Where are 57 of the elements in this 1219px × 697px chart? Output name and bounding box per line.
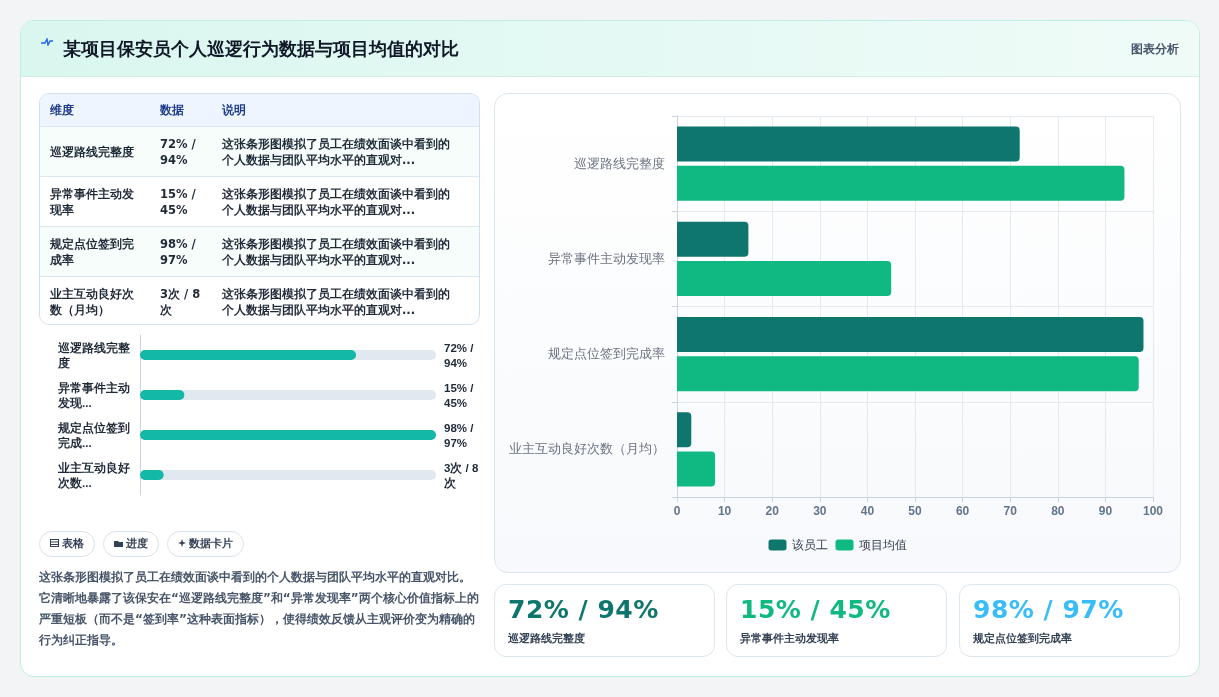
bar — [677, 221, 749, 257]
text: 图表分析 — [1131, 41, 1179, 58]
bar — [677, 451, 716, 487]
text: 某项目保安员个人巡逻行为数据与项目均值的对比 — [63, 37, 459, 61]
y-tick-label: 规定点位签到完成... — [57, 420, 130, 449]
text: 15% / 45% — [740, 595, 891, 624]
text: 数据卡片 — [189, 537, 233, 549]
x-tick-label: 0 — [673, 504, 681, 518]
text: 说明 — [221, 102, 247, 118]
text: 15% / 45% — [159, 185, 197, 218]
text: 72% / 94% — [508, 595, 659, 624]
x-tick-label: 100 — [1142, 504, 1164, 518]
legend-label: 该员工 — [791, 538, 828, 552]
x-tick-label: 10 — [717, 504, 732, 518]
x-tick-label: 60 — [955, 504, 970, 518]
x-tick-label: 20 — [765, 504, 780, 518]
text: 表格 — [62, 537, 84, 549]
text: 72% / 94% — [444, 341, 477, 369]
bar — [677, 412, 692, 448]
x-tick-label: 50 — [908, 504, 922, 518]
legend-label: 项目均值 — [858, 538, 907, 552]
bar — [677, 316, 1144, 353]
text: 异常事件主动发现率 — [740, 631, 839, 646]
bar — [677, 356, 1139, 392]
bar — [140, 390, 185, 400]
y-tick-label: 异常事件主动发现率 — [548, 250, 665, 266]
bar — [677, 165, 1125, 201]
text: 数据 — [159, 102, 185, 118]
x-tick-label: 90 — [1098, 504, 1113, 518]
y-tick-label: 规定点位签到完成率 — [548, 346, 665, 362]
y-tick-label: 异常事件主动发现... — [57, 380, 130, 409]
x-tick-label: 40 — [860, 504, 875, 518]
text: 98% / 97% — [444, 421, 477, 449]
text: 这张条形图模拟了员工在绩效面谈中看到的个人数据与团队平均水平的直观对... — [221, 235, 451, 268]
y-tick-label: 业主互动良好次数... — [57, 460, 130, 490]
text: 98% / 97% — [973, 595, 1124, 624]
text: 3次 / 8次 — [444, 461, 479, 490]
x-tick-label: 70 — [1003, 504, 1018, 518]
x-tick-label: 30 — [813, 504, 827, 518]
text: 15% / 45% — [444, 381, 477, 409]
text: 这张条形图模拟了员工在绩效面谈中看到的个人数据与团队平均水平的直观对... — [221, 185, 451, 218]
bar — [677, 260, 892, 297]
text: 规定点位签到完成率 — [973, 631, 1072, 646]
bar — [677, 126, 1020, 162]
y-tick-label: 业主互动良好次数（月均） — [509, 441, 665, 457]
y-tick-label: 巡逻路线完整度 — [57, 340, 130, 369]
text: 3次 / 8次 — [159, 285, 202, 318]
text: 98% / 97% — [159, 235, 197, 268]
text: 进度 — [126, 537, 148, 549]
text: 这张条形图模拟了员工在绩效面谈中看到的个人数据与团队平均水平的直观对比。它清晰地暴露了该保安在“巡逻路线完整度”和“异常发现率”两个核心价值指标上的严重短板（而不是“签到率”这种表面指标），使得绩效反馈从主观评价变为精确的行为纠正指导。 — [39, 569, 479, 649]
text: 72% / 94% — [159, 135, 197, 168]
text: 这张条形图模拟了员工在绩效面谈中看到的个人数据与团队平均水平的直观对... — [221, 285, 451, 318]
y-tick-label: 巡逻路线完整度 — [574, 155, 665, 171]
x-tick-label: 80 — [1051, 504, 1065, 518]
text: 这张条形图模拟了员工在绩效面谈中看到的个人数据与团队平均水平的直观对... — [221, 135, 451, 168]
text: 巡逻路线完整度 — [508, 631, 585, 646]
text: 维度 — [49, 102, 75, 118]
